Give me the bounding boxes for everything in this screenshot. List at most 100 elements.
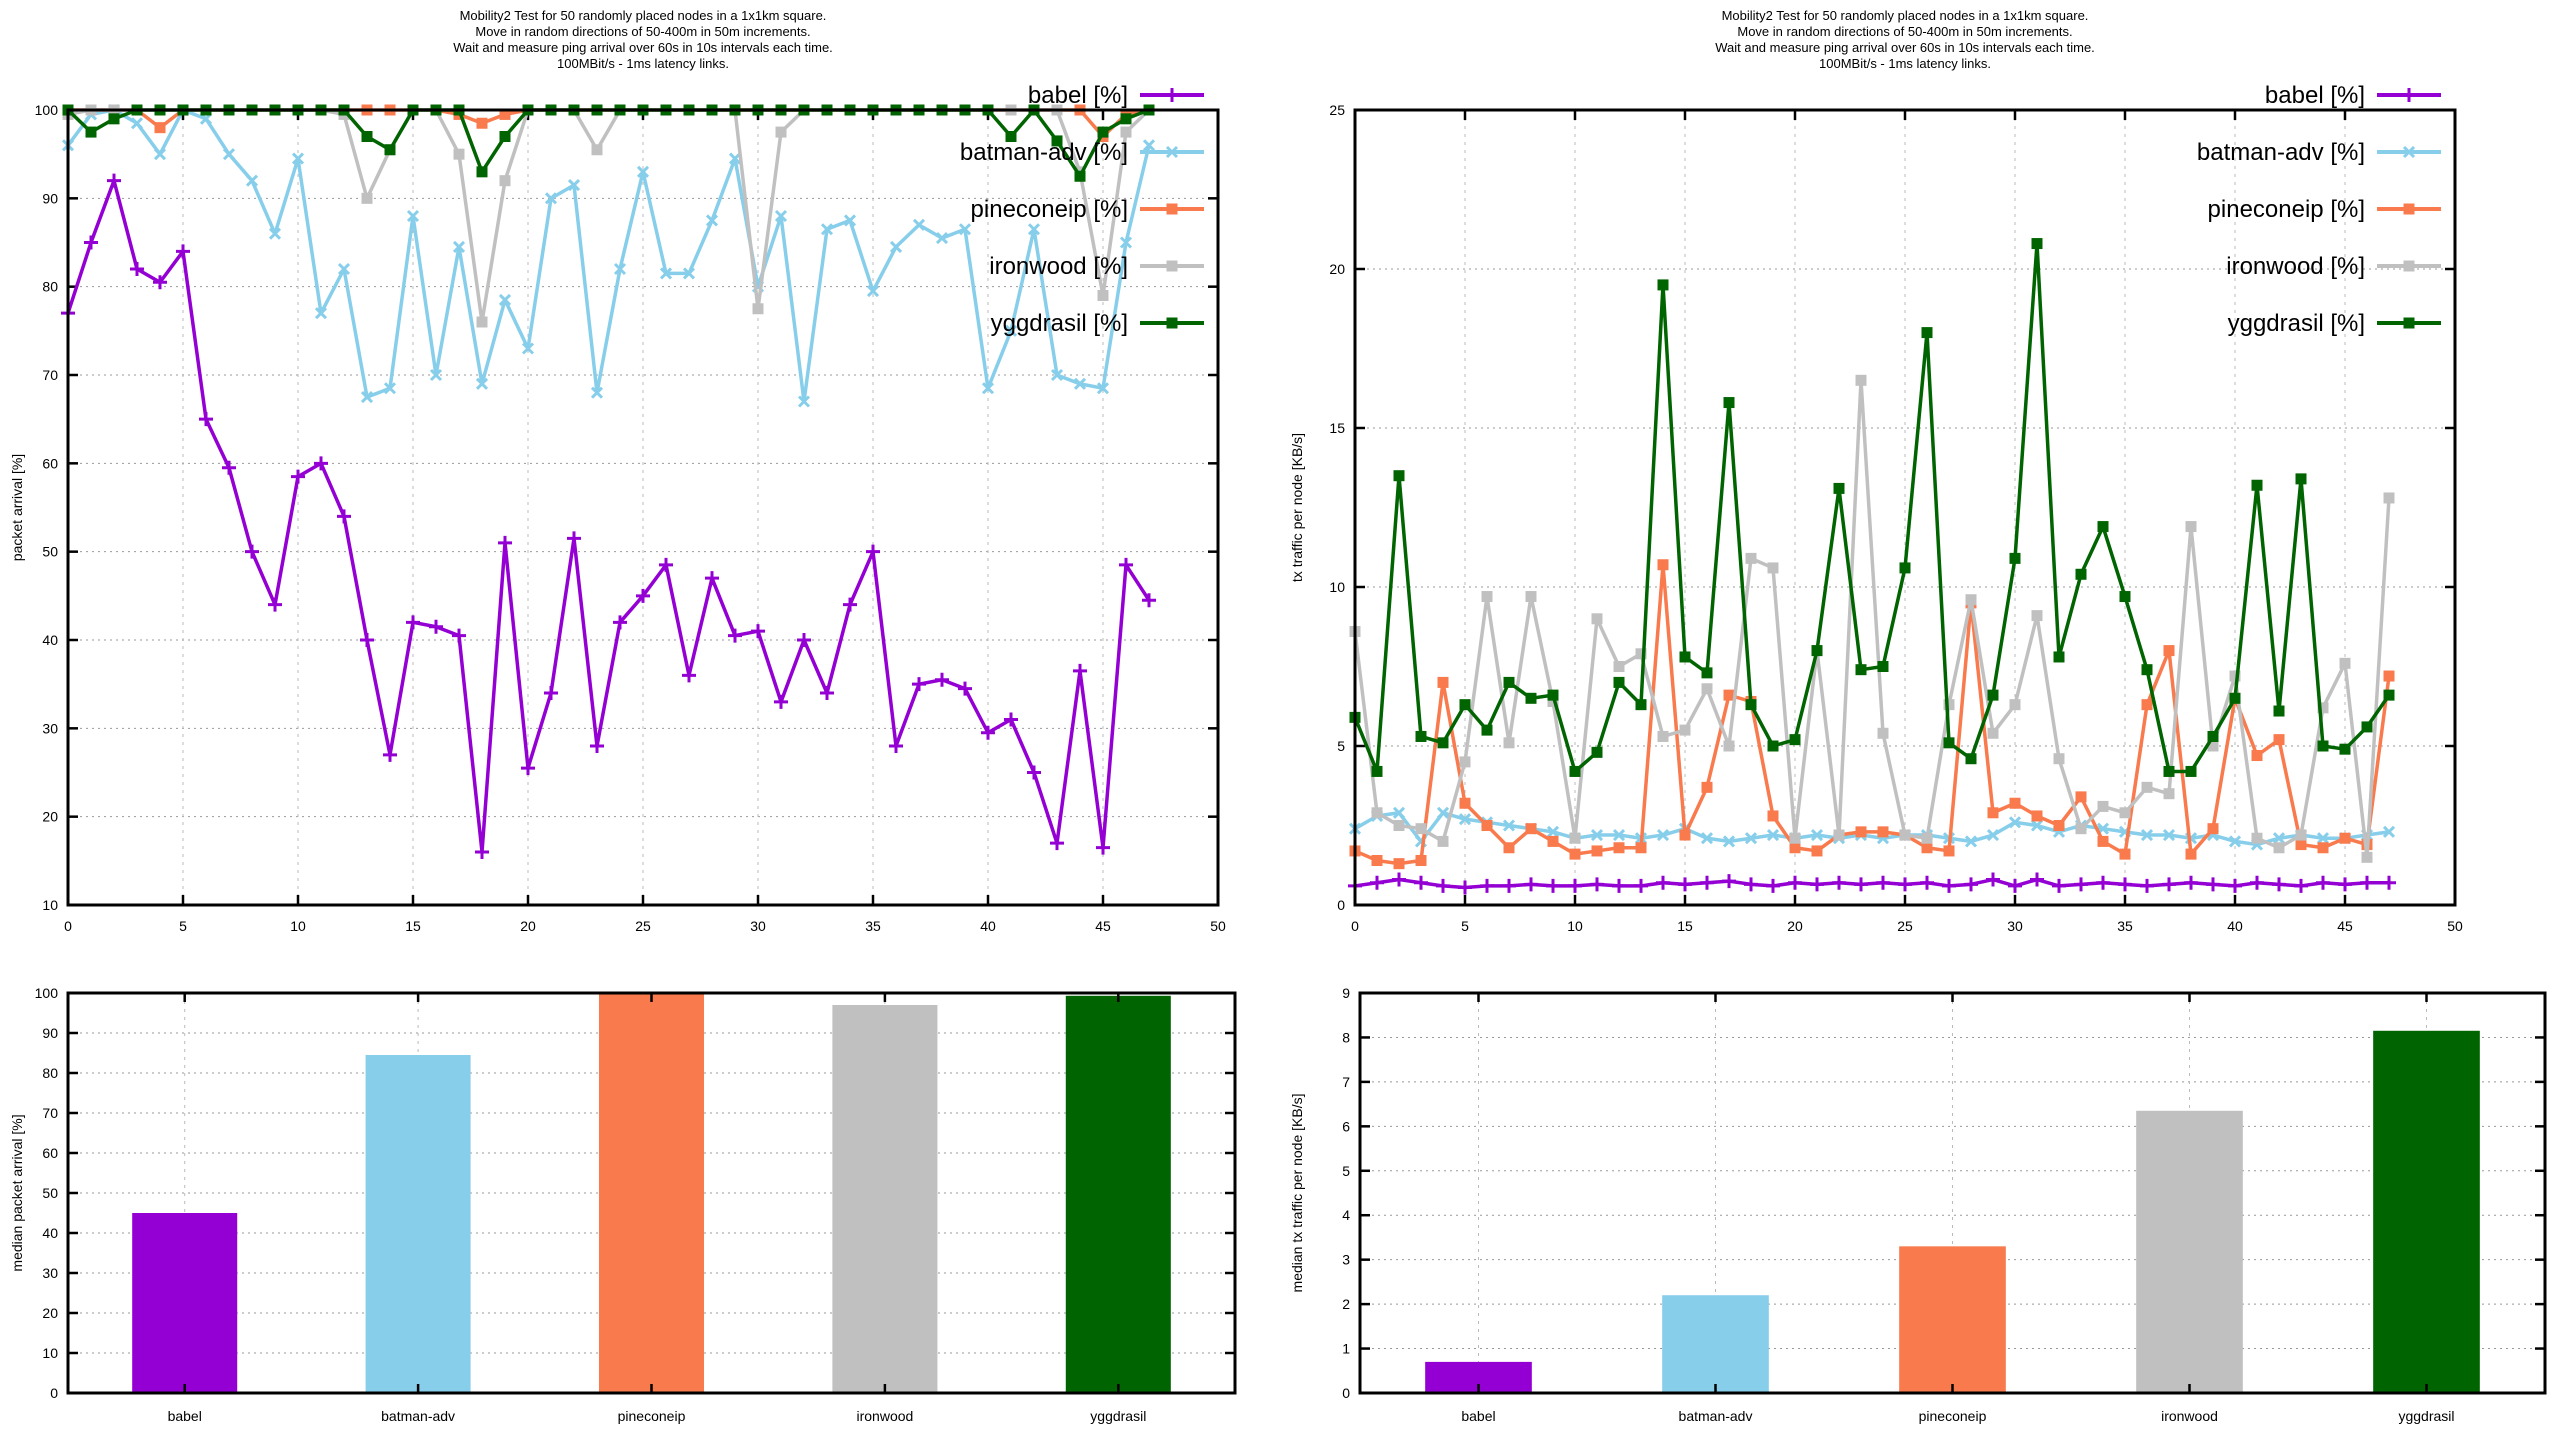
marker-plus xyxy=(1050,836,1064,851)
marker-square xyxy=(2207,823,2219,835)
marker-square xyxy=(1877,661,1889,672)
marker-square xyxy=(1525,591,1537,603)
marker-cross xyxy=(1004,324,1018,337)
marker-plus xyxy=(1414,875,1428,890)
marker-square xyxy=(2141,781,2153,793)
marker-cross xyxy=(636,165,650,178)
marker-square xyxy=(1591,746,1603,758)
marker-square xyxy=(2317,842,2329,854)
marker-cross xyxy=(2030,819,2044,832)
marker-plus xyxy=(1568,878,1582,893)
marker-square xyxy=(453,148,465,160)
marker-plus xyxy=(774,694,788,709)
marker-square xyxy=(1503,842,1515,854)
marker-square xyxy=(1855,826,1867,838)
y-tick-label: 60 xyxy=(42,455,58,471)
marker-plus xyxy=(107,173,121,188)
marker-square xyxy=(2339,657,2351,669)
marker-plus xyxy=(360,633,374,647)
y-tick-label: 10 xyxy=(42,897,58,913)
chart-title-line: Move in random directions of 50-400m in … xyxy=(475,24,810,39)
marker-square xyxy=(2251,479,2263,491)
marker-square xyxy=(2251,832,2263,844)
marker-plus xyxy=(2272,877,2286,892)
marker-square xyxy=(1437,676,1449,688)
marker-square xyxy=(1166,317,1178,329)
marker-plus xyxy=(521,761,535,776)
marker-plus xyxy=(981,725,995,740)
marker-square xyxy=(2207,740,2219,752)
series-line-pineconeip xyxy=(1353,562,2391,866)
marker-square xyxy=(1569,765,1581,777)
marker-square xyxy=(476,117,488,129)
marker-square xyxy=(1459,699,1471,711)
marker-square xyxy=(2163,765,2175,777)
bar-batman-adv xyxy=(1662,1295,1769,1393)
marker-square xyxy=(1965,753,1977,765)
bar-pineconeip xyxy=(598,993,705,1393)
marker-plus xyxy=(2250,875,2264,890)
x-tick-label: 5 xyxy=(179,918,187,934)
marker-square xyxy=(1120,126,1132,138)
chart-title-line: Wait and measure ping arrival over 60s i… xyxy=(453,40,833,55)
bar-ironwood xyxy=(832,1005,938,1393)
marker-plus xyxy=(613,615,627,630)
y-tick-label: 9 xyxy=(1342,985,1350,1001)
marker-square xyxy=(499,131,511,142)
bar-category-label: yggdrasil xyxy=(1090,1408,1146,1424)
legend-label-pineconeip: pineconeip [%] xyxy=(971,196,1128,223)
marker-square xyxy=(2053,753,2065,765)
marker-plus xyxy=(2118,877,2132,892)
bar-category-label: babel xyxy=(168,1408,202,1424)
x-tick-label: 0 xyxy=(1351,918,1359,934)
marker-cross xyxy=(521,342,535,355)
y-tick-label: 5 xyxy=(1337,738,1345,754)
legend-label-batman-adv: batman-adv [%] xyxy=(960,139,1128,166)
y-tick-label: 8 xyxy=(1342,1029,1350,1045)
marker-square xyxy=(1899,829,1911,841)
median-packet-arrival-bar-svg: median packet arrival [%] 0 10 20 30 40 50 60 70… xyxy=(9,985,1237,1424)
marker-cross xyxy=(567,179,581,192)
marker-square xyxy=(1415,823,1427,835)
marker-cross xyxy=(2008,816,2022,829)
marker-plus xyxy=(659,557,673,572)
marker-cross xyxy=(705,214,719,227)
marker-square xyxy=(2185,521,2197,533)
y-axis-label: packet arrival [%] xyxy=(9,454,25,561)
marker-plus xyxy=(2096,875,2110,890)
marker-square xyxy=(1723,740,1735,752)
marker-square xyxy=(2361,721,2373,733)
chart-median-tx-traffic: median tx traffic per node [KB/s] 0 1 2 3 4 5 6… xyxy=(1280,965,2560,1440)
marker-cross xyxy=(1744,832,1758,845)
marker-plus xyxy=(1920,875,1934,890)
marker-cross xyxy=(590,386,604,399)
marker-square xyxy=(1921,842,1933,854)
marker-square xyxy=(2383,670,2395,682)
chart-packet-arrival: Mobility2 Test for 50 randomly placed no… xyxy=(0,0,1280,965)
marker-plus xyxy=(475,845,489,859)
bar-ironwood xyxy=(2136,1110,2243,1393)
legend-label-ironwood: ironwood [%] xyxy=(989,253,1128,280)
chart-title-line: Mobility2 Test for 50 randomly placed no… xyxy=(460,8,827,23)
marker-plus xyxy=(1524,877,1538,892)
marker-square xyxy=(1943,737,1955,749)
y-tick-label: 90 xyxy=(42,1025,58,1041)
marker-cross xyxy=(981,382,995,395)
marker-plus xyxy=(1788,875,1802,890)
marker-square xyxy=(1833,482,1845,494)
marker-plus xyxy=(751,624,765,639)
marker-plus xyxy=(1590,877,1604,892)
plot-frame xyxy=(1353,108,2457,907)
y-tick-label: 20 xyxy=(1329,261,1345,277)
marker-square xyxy=(1613,842,1625,854)
marker-square xyxy=(1877,727,1889,739)
marker-square xyxy=(2229,670,2241,682)
marker-square xyxy=(2273,705,2285,717)
y-axis-label: median packet arrival [%] xyxy=(9,1114,25,1271)
marker-plus xyxy=(1502,878,1516,893)
marker-plus xyxy=(797,633,811,647)
marker-plus xyxy=(84,235,98,250)
marker-plus xyxy=(1766,878,1780,893)
marker-cross xyxy=(314,307,328,320)
